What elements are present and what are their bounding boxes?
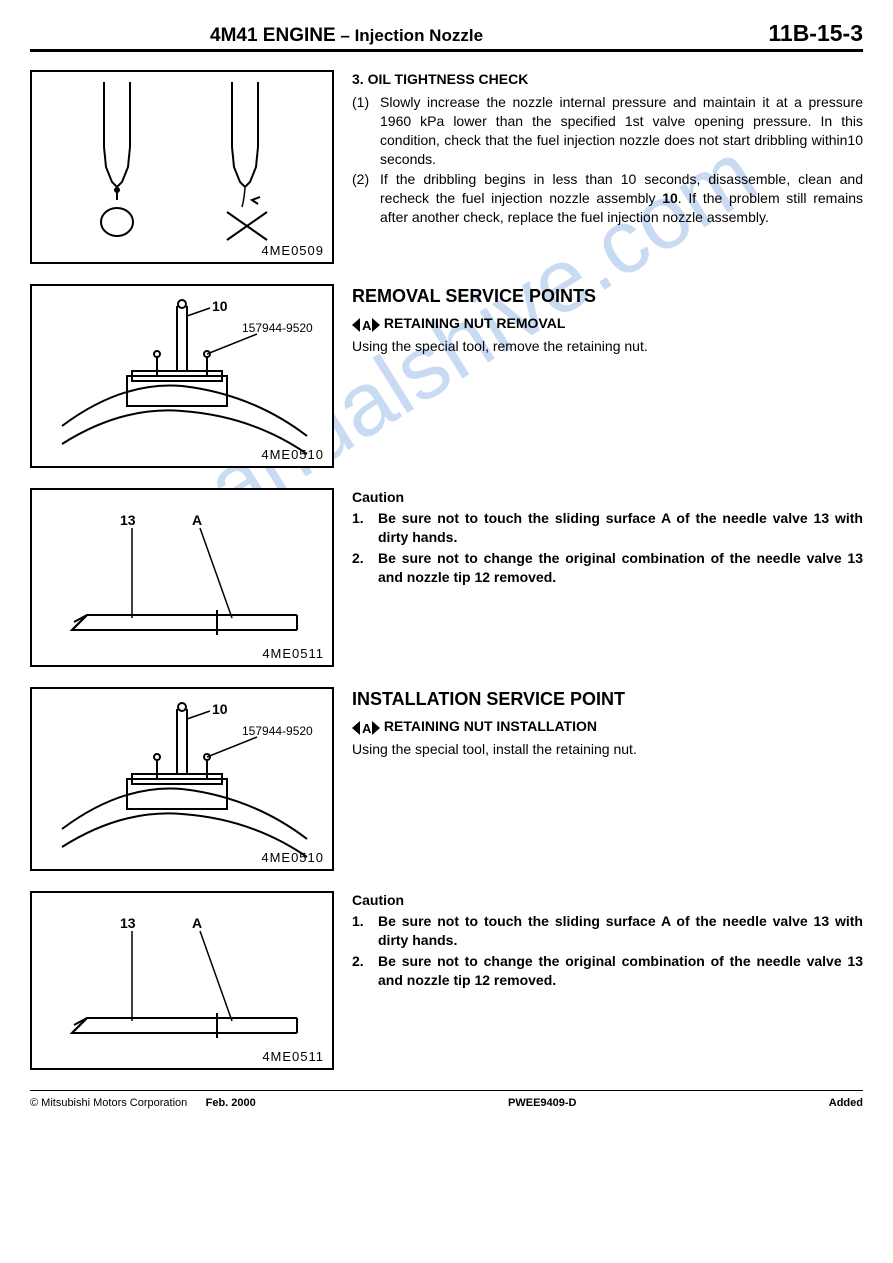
- figure-5: 13 A 4ME0511: [30, 891, 334, 1070]
- svg-text:A: A: [362, 721, 372, 735]
- step-num: (1): [352, 93, 380, 169]
- engine-title: 4M41 ENGINE: [210, 25, 336, 46]
- section-3-text: 3. OIL TIGHTNESS CHECK (1) Slowly increa…: [352, 70, 863, 229]
- part-number: 157944-9520: [242, 321, 313, 335]
- step-text: Slowly increase the nozzle internal pres…: [380, 93, 863, 169]
- section-title: Injection Nozzle: [355, 26, 483, 45]
- svg-text:A: A: [362, 318, 372, 332]
- figure-code: 4ME0511: [262, 1049, 324, 1064]
- footer-date: Feb. 2000: [206, 1097, 256, 1109]
- row-2: 10 157944-9520 4ME0510 REMOVAL SERVICE P…: [30, 284, 863, 468]
- caution-num: 1.: [352, 509, 378, 547]
- install-body: Using the special tool, install the reta…: [352, 740, 863, 759]
- caution-text: Be sure not to change the original combi…: [378, 952, 863, 990]
- removal-sub: A RETAINING NUT REMOVAL: [352, 314, 863, 333]
- row-4: 10 157944-9520 4ME0510 INSTALLATION SERV…: [30, 687, 863, 871]
- caution-text: Be sure not to touch the sliding surface…: [378, 509, 863, 547]
- figure-4: 10 157944-9520 4ME0510: [30, 687, 334, 871]
- row-5: 13 A 4ME0511 Caution 1. Be sure not to t…: [30, 891, 863, 1070]
- figure-code: 4ME0510: [261, 850, 324, 865]
- figure-2: 10 157944-9520 4ME0510: [30, 284, 334, 468]
- figure-code: 4ME0509: [261, 243, 324, 258]
- caution-num: 2.: [352, 952, 378, 990]
- removal-text: REMOVAL SERVICE POINTS A RETAINING NUT R…: [352, 284, 863, 356]
- label-A: A: [192, 512, 202, 528]
- figure-1: 4ME0509: [30, 70, 334, 264]
- part-number: 157944-9520: [242, 724, 313, 738]
- install-text: INSTALLATION SERVICE POINT A RETAINING N…: [352, 687, 863, 759]
- label-13: 13: [120, 915, 136, 931]
- page-number: 11B-15-3: [768, 20, 863, 47]
- figure-code: 4ME0510: [261, 447, 324, 462]
- page-footer: © Mitsubishi Motors Corporation Feb. 200…: [30, 1090, 863, 1109]
- footer-corp: © Mitsubishi Motors Corporation: [30, 1097, 187, 1109]
- footer-added: Added: [829, 1097, 863, 1109]
- step-num: (2): [352, 170, 380, 227]
- install-sub: A RETAINING NUT INSTALLATION: [352, 717, 863, 736]
- caution-title: Caution: [352, 488, 863, 507]
- removal-title: REMOVAL SERVICE POINTS: [352, 284, 863, 308]
- caution-num: 1.: [352, 912, 378, 950]
- caution-2: Caution 1. Be sure not to touch the slid…: [352, 891, 863, 991]
- label-13: 13: [120, 512, 136, 528]
- caution-text: Be sure not to change the original combi…: [378, 549, 863, 587]
- page-header: 4M41 ENGINE – Injection Nozzle 11B-15-3: [30, 20, 863, 52]
- label-10: 10: [212, 298, 228, 314]
- install-title: INSTALLATION SERVICE POINT: [352, 687, 863, 711]
- figure-3: 13 A 4ME0511: [30, 488, 334, 667]
- row-3: 13 A 4ME0511 Caution 1. Be sure not to t…: [30, 488, 863, 667]
- label-10: 10: [212, 701, 228, 717]
- caution-num: 2.: [352, 549, 378, 587]
- figure-code: 4ME0511: [262, 646, 324, 661]
- step-text: If the dribbling begins in less than 10 …: [380, 170, 863, 227]
- footer-doc: PWEE9409-D: [508, 1097, 576, 1109]
- caution-1: Caution 1. Be sure not to touch the slid…: [352, 488, 863, 588]
- header-dash: –: [336, 26, 355, 45]
- caution-text: Be sure not to touch the sliding surface…: [378, 912, 863, 950]
- row-1: 4ME0509 3. OIL TIGHTNESS CHECK (1) Slowl…: [30, 70, 863, 264]
- removal-body: Using the special tool, remove the retai…: [352, 337, 863, 356]
- sec3-title: 3. OIL TIGHTNESS CHECK: [352, 70, 863, 89]
- caution-title: Caution: [352, 891, 863, 910]
- label-A: A: [192, 915, 202, 931]
